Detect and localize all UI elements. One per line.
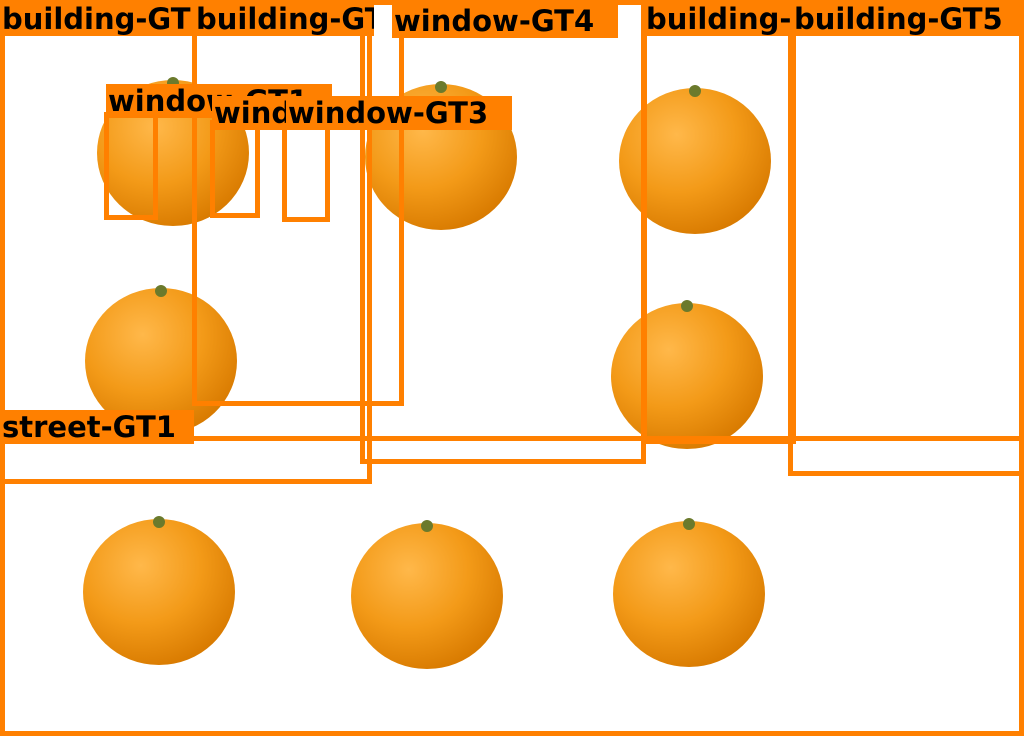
window-gt3-label: window-GT3 — [286, 96, 512, 130]
orange-icon — [351, 520, 503, 669]
street-gt1-box — [0, 436, 1024, 736]
window-gt1-box — [104, 112, 158, 220]
building-gt3-label: building-GT3 — [644, 2, 794, 36]
orange-icon — [611, 300, 763, 449]
building-gt3-box — [642, 0, 796, 444]
window-gt4-label: window-GT4 — [392, 4, 618, 38]
building-gt5-label: building-GT5 — [792, 2, 1024, 36]
orange-icon — [613, 518, 765, 667]
building-gt5-box — [788, 0, 1024, 476]
street-gt1-label: street-GT1 — [0, 410, 194, 444]
orange-icon — [83, 516, 235, 665]
building-gt2-label: building-GT2 — [194, 2, 374, 36]
building-gt1-label: building-GT1 — [0, 2, 192, 36]
window-gt4-box — [360, 0, 646, 464]
window-gt2-label: window-GT2 — [212, 96, 288, 130]
window-gt3-box — [282, 124, 330, 222]
window-gt2-box — [210, 120, 260, 218]
orange-icon — [85, 285, 237, 434]
orange-icon — [619, 85, 771, 234]
